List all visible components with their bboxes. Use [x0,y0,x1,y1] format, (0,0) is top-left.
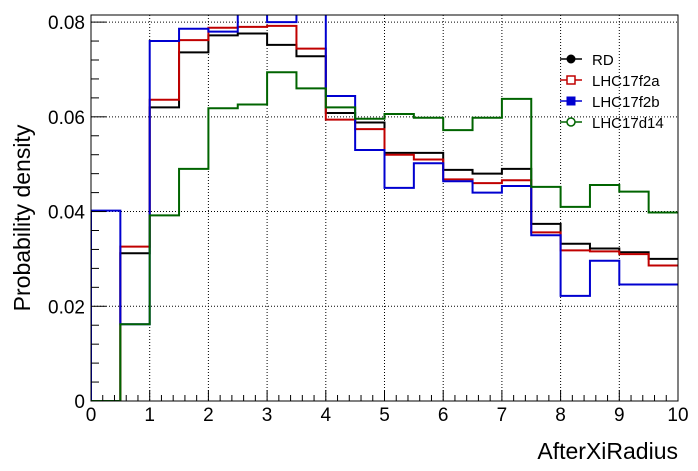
legend-label-LHC17f2a: LHC17f2a [592,73,660,90]
legend-marker-LHC17f2b [566,96,576,106]
x-tick-label-0: 0 [86,405,97,426]
y-axis-title: Probability density [9,124,35,311]
legend-marker-LHC17f2a [566,75,576,85]
legend-marker-LHC17d14 [566,117,576,127]
series-line-RD [91,32,678,401]
tick-labels: 0 1 2 3 4 5 6 7 8 9 10 0 0.02 0.04 0.06 0.08 [48,13,689,426]
x-tick-label-2: 2 [203,405,214,426]
legend-label-LHC17f2b: LHC17f2b [592,94,660,111]
y-tick-label-0: 0 [74,392,85,413]
series-line-LHC17f2b [91,15,678,401]
x-tick-label-3: 3 [262,405,273,426]
x-tick-label-1: 1 [144,405,155,426]
grid-lines [91,15,678,401]
y-tick-label-1: 0.02 [48,297,85,318]
x-tick-label-7: 7 [497,405,508,426]
x-axis-title: AfterXiRadius [537,438,678,464]
series-line-LHC17d14 [91,71,678,401]
y-tick-label-3: 0.06 [48,108,85,129]
y-tick-label-4: 0.08 [48,13,85,34]
x-tick-label-6: 6 [438,405,449,426]
series-line-LHC17f2a [91,24,678,401]
legend-label-RD: RD [592,52,614,69]
x-tick-label-9: 9 [614,405,625,426]
y-tick-label-2: 0.04 [48,203,85,224]
axis-ticks [90,21,679,402]
x-tick-label-10: 10 [667,405,688,426]
x-tick-label-5: 5 [379,405,390,426]
legend: RD LHC17f2a LHC17f2b LHC17d14 [560,52,664,132]
x-tick-label-4: 4 [321,405,332,426]
x-tick-label-8: 8 [555,405,566,426]
series-layer [91,15,678,401]
legend-marker-RD [566,54,576,64]
legend-label-LHC17d14: LHC17d14 [592,115,664,132]
